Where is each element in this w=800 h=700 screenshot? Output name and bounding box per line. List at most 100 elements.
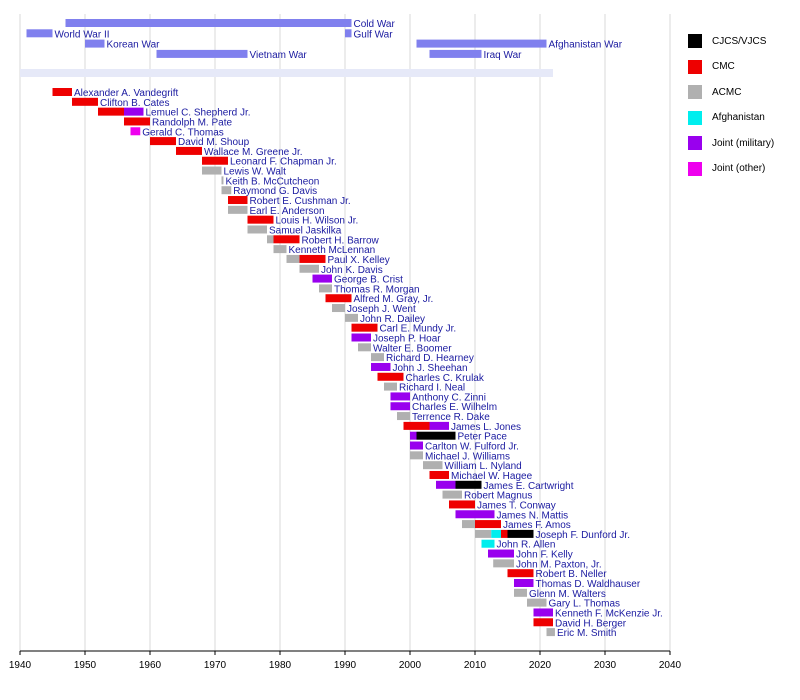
officer-label: John M. Paxton, Jr. <box>516 559 602 570</box>
officer-label: Charles E. Wilhelm <box>412 402 497 413</box>
officer-label: Randolph M. Pate <box>152 117 232 128</box>
officer-label: David H. Berger <box>555 618 627 629</box>
officer-label: Thomas D. Waldhauser <box>536 579 641 590</box>
legend-item-cmc: CMC <box>688 58 774 76</box>
tenure-bar-acmc <box>410 451 423 460</box>
officer-label: Thomas R. Morgan <box>334 284 420 295</box>
tenure-bar-jmil <box>455 510 495 519</box>
tenure-bar-cmc <box>475 520 501 529</box>
x-tick-label: 1980 <box>269 660 292 671</box>
tenure-bar-acmc <box>345 313 358 322</box>
tenure-bar-cmc <box>403 421 430 430</box>
war-timeline: Cold War World War II Gulf War Korean War Af… <box>20 19 623 77</box>
tenure-bar-jmil <box>429 421 449 430</box>
war-bar <box>65 19 352 27</box>
officer-label: Glenn M. Walters <box>529 589 606 600</box>
legend-swatch <box>688 59 702 74</box>
officer-label: Alexander A. Vandegrift <box>74 88 179 99</box>
officer-label: Eric M. Smith <box>557 628 616 639</box>
war-label: Iraq War <box>484 50 523 61</box>
officer-label: Kenneth F. McKenzie Jr. <box>555 608 663 619</box>
officer-label: Lewis W. Walt <box>224 167 287 178</box>
legend-swatch <box>688 161 702 176</box>
tenure-bar-cmc <box>273 235 300 244</box>
x-tick-label: 1950 <box>74 660 97 671</box>
tenure-bar-acmc <box>247 225 267 234</box>
officer-label: Joseph P. Hoar <box>373 334 441 345</box>
tenure-bar-acmc <box>371 353 384 362</box>
officer-label: Wallace M. Greene Jr. <box>204 147 303 158</box>
officer-label: Terrence R. Dake <box>412 412 490 423</box>
officer-label: Robert B. Neller <box>536 569 608 580</box>
x-tick-label: 2000 <box>399 660 422 671</box>
officer-label: Lemuel C. Shepherd Jr. <box>146 108 251 119</box>
tenure-bar-jmil <box>351 333 371 342</box>
tenure-bar-jmil <box>312 274 332 283</box>
officer-label: David M. Shoup <box>178 137 250 148</box>
officer-label: Anthony C. Zinni <box>412 392 486 403</box>
officer-label: James L. Jones <box>451 422 521 433</box>
tenure-bar-acmc <box>221 176 224 185</box>
tenure-bar-cmc <box>449 500 475 509</box>
tenure-bar-acmc <box>546 628 555 637</box>
officer-label: Robert H. Barrow <box>302 235 380 246</box>
officer-label: James F. Amos <box>503 520 571 531</box>
officer-label: John J. Sheehan <box>393 363 468 374</box>
tenure-bar-cjcs <box>416 431 456 440</box>
period-band <box>20 69 553 77</box>
tenure-bar-acmc <box>299 264 319 273</box>
tenure-bar-acmc <box>475 529 492 538</box>
tenure-bar-acmc <box>221 186 232 195</box>
legend-item-joint-military: Joint (military) <box>688 134 774 152</box>
war-bar <box>429 49 482 58</box>
legend-swatch <box>688 110 702 125</box>
officer-label: John R. Dailey <box>360 314 425 325</box>
tenure-bar-acmc <box>228 205 248 214</box>
tenure-bar-acmc <box>514 588 527 597</box>
officer-label: James E. Cartwright <box>484 481 574 492</box>
legend-item-afghanistan: Afghanistan <box>688 109 774 127</box>
tenure-bar-cmc <box>72 97 98 106</box>
legend: CJCS/VJCS CMC ACMC Afghanistan Joint (mi… <box>688 32 774 185</box>
officer-label: Louis H. Wilson Jr. <box>276 216 359 227</box>
tenure-bar-acmc <box>202 166 222 175</box>
tenure-bar-cmc <box>124 117 150 126</box>
tenure-bar-acmc <box>527 598 547 607</box>
x-tick-label: 2020 <box>529 660 552 671</box>
war-label: Vietnam War <box>250 50 308 61</box>
tenure-bar-cmc <box>351 323 378 332</box>
tenure-bar-cmc <box>176 146 202 155</box>
war-bar <box>26 29 53 38</box>
tenure-bar-acmc <box>358 343 371 352</box>
officer-label: Leonard F. Chapman Jr. <box>230 157 337 168</box>
officer-label: Keith B. McCutcheon <box>225 176 319 187</box>
x-tick-label: 1990 <box>334 660 357 671</box>
legend-label: ACMC <box>712 86 742 98</box>
tenure-bar-acmc <box>493 559 514 568</box>
officer-label: Richard D. Hearney <box>386 353 474 364</box>
tenure-bar-cmc <box>202 156 228 165</box>
x-tick-label: 1970 <box>204 660 227 671</box>
tenure-bar-acmc <box>319 284 332 293</box>
war-bar <box>85 39 105 48</box>
officer-label: James T. Conway <box>477 500 556 511</box>
officer-label: Robert Magnus <box>464 491 532 502</box>
tenure-bar-acmc <box>397 412 410 421</box>
x-tick-label: 2030 <box>594 660 617 671</box>
war-label: Afghanistan War <box>549 40 623 51</box>
tenure-bar-acmc <box>267 235 274 244</box>
tenure-bar-cmc <box>533 618 553 627</box>
tenure-bar-jmil <box>410 441 423 450</box>
officer-label: Michael J. Williams <box>425 451 510 462</box>
tenure-bar-cjcs <box>507 529 534 538</box>
officer-label: James N. Mattis <box>497 510 569 521</box>
legend-label: Joint (other) <box>712 163 766 174</box>
officer-label: John R. Allen <box>497 540 556 551</box>
officer-label: Robert E. Cushman Jr. <box>250 196 351 207</box>
tenure-bar-afghan <box>481 539 495 548</box>
legend-label: CJCS/VJCS <box>712 35 767 47</box>
tenure-bar-cmc <box>98 107 124 116</box>
x-tick-label: 2040 <box>659 660 682 671</box>
legend-label: Joint (military) <box>712 137 775 149</box>
